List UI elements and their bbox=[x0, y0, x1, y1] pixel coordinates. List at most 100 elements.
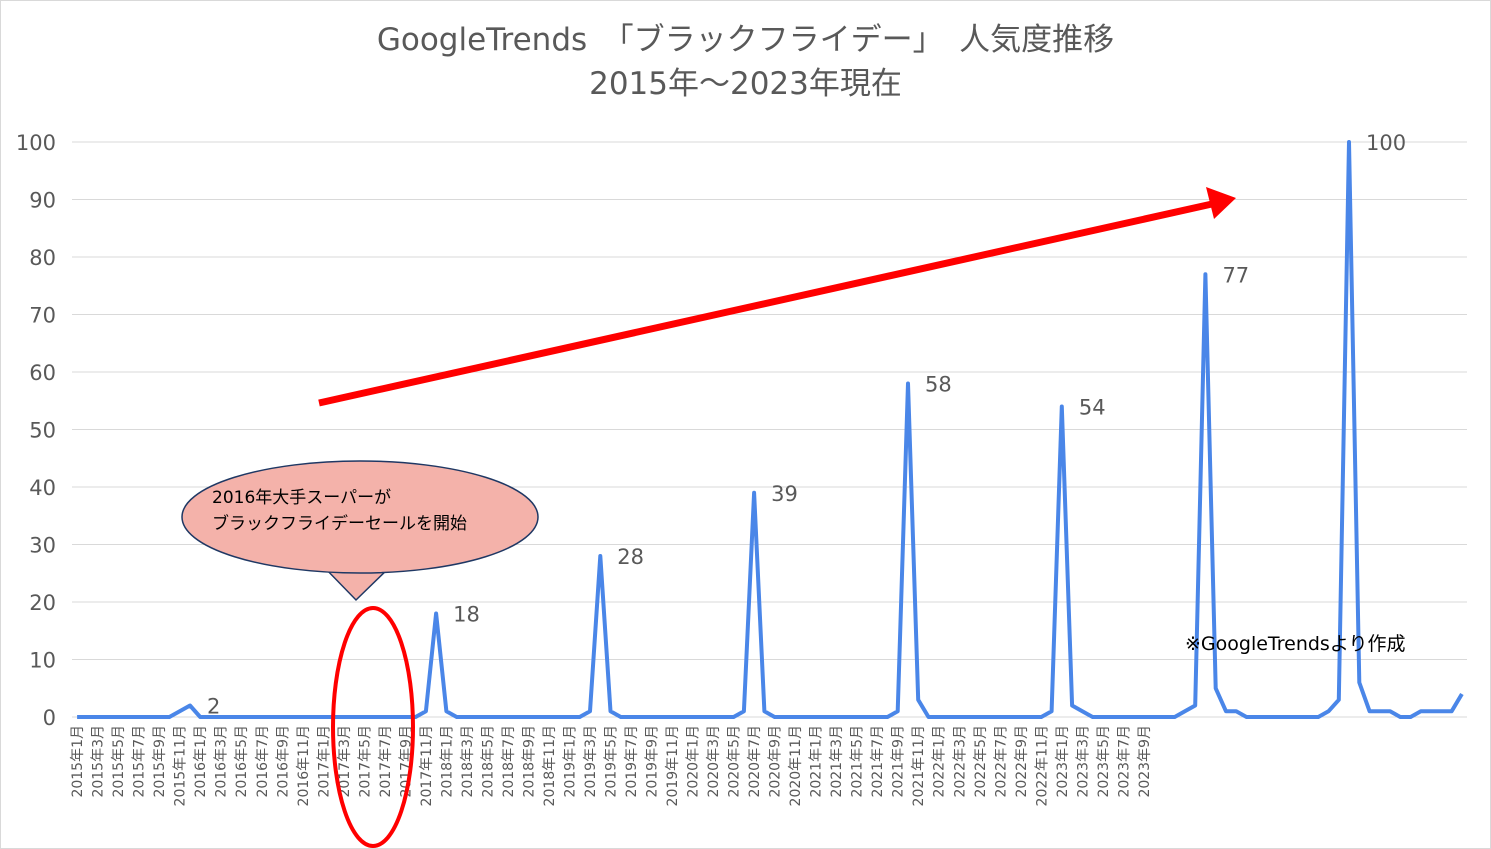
y-tick-label: 10 bbox=[29, 649, 56, 673]
data-label: 58 bbox=[925, 373, 952, 397]
data-point bbox=[270, 715, 274, 719]
data-point bbox=[1439, 709, 1443, 713]
series-line bbox=[77, 140, 1464, 719]
data-point bbox=[1091, 715, 1095, 719]
x-tick-label: 2016年3月 bbox=[214, 725, 230, 798]
data-point bbox=[1286, 715, 1290, 719]
data-point bbox=[793, 715, 797, 719]
data-point bbox=[198, 715, 202, 719]
data-point bbox=[362, 715, 366, 719]
data-label: 100 bbox=[1366, 131, 1406, 155]
x-tick-label: 2020年3月 bbox=[706, 725, 722, 798]
y-tick-label: 60 bbox=[29, 361, 56, 385]
x-tick-label: 2018年5月 bbox=[480, 725, 496, 798]
data-point bbox=[1193, 704, 1197, 708]
x-tick-label: 2020年5月 bbox=[727, 725, 743, 798]
data-point bbox=[1203, 272, 1207, 276]
data-point bbox=[280, 715, 284, 719]
data-point bbox=[578, 715, 582, 719]
x-tick-label: 2019年11月 bbox=[665, 725, 681, 806]
x-tick-label: 2021年11月 bbox=[911, 725, 927, 806]
data-point bbox=[250, 715, 254, 719]
data-point bbox=[1019, 715, 1023, 719]
data-point bbox=[137, 715, 141, 719]
y-tick-label: 20 bbox=[29, 591, 56, 615]
data-point bbox=[75, 715, 79, 719]
data-point bbox=[1214, 686, 1218, 690]
data-point bbox=[814, 715, 818, 719]
data-point bbox=[691, 715, 695, 719]
data-point bbox=[311, 715, 315, 719]
data-point bbox=[1316, 715, 1320, 719]
data-point bbox=[1039, 715, 1043, 719]
data-point bbox=[188, 704, 192, 708]
data-point bbox=[1111, 715, 1115, 719]
y-tick-label: 70 bbox=[29, 304, 56, 328]
data-label: 39 bbox=[771, 482, 798, 506]
data-point bbox=[157, 715, 161, 719]
x-tick-label: 2016年7月 bbox=[255, 725, 271, 798]
data-point bbox=[916, 698, 920, 702]
x-tick-label: 2018年1月 bbox=[439, 725, 455, 798]
data-point bbox=[998, 715, 1002, 719]
data-point bbox=[752, 491, 756, 495]
data-point bbox=[434, 612, 438, 616]
data-point bbox=[670, 715, 674, 719]
data-point bbox=[383, 715, 387, 719]
data-point bbox=[968, 715, 972, 719]
data-point bbox=[455, 715, 459, 719]
data-labels: 2 18 28 39 58 54 77 100 bbox=[207, 131, 1406, 719]
data-point bbox=[568, 715, 572, 719]
data-point bbox=[126, 715, 130, 719]
data-point bbox=[1060, 405, 1064, 409]
data-point bbox=[875, 715, 879, 719]
x-tick-label: 2020年1月 bbox=[686, 725, 702, 798]
data-point bbox=[516, 715, 520, 719]
y-tick-label: 0 bbox=[43, 706, 56, 730]
data-point bbox=[506, 715, 510, 719]
data-point bbox=[988, 715, 992, 719]
source-note: ※GoogleTrendsより作成 bbox=[1185, 633, 1405, 655]
gridlines bbox=[72, 141, 1467, 718]
data-point bbox=[239, 715, 243, 719]
data-point bbox=[773, 715, 777, 719]
x-tick-label: 2023年3月 bbox=[1075, 725, 1091, 798]
data-point bbox=[496, 715, 500, 719]
data-point bbox=[855, 715, 859, 719]
data-point bbox=[927, 715, 931, 719]
y-tick-label: 80 bbox=[29, 246, 56, 270]
x-axis-tick-labels: 2015年1月 2015年3月 2015年5月 2015年7月 2015年9月 2015年… bbox=[70, 725, 1153, 806]
x-tick-label: 2021年9月 bbox=[891, 725, 907, 798]
x-tick-label: 2018年9月 bbox=[521, 725, 537, 798]
data-point bbox=[1173, 715, 1177, 719]
data-point bbox=[1398, 715, 1402, 719]
x-tick-label: 2022年9月 bbox=[1014, 725, 1030, 798]
x-tick-label: 2016年5月 bbox=[234, 725, 250, 798]
data-point bbox=[1132, 715, 1136, 719]
x-tick-label: 2019年3月 bbox=[583, 725, 599, 798]
data-point bbox=[1101, 715, 1105, 719]
data-point bbox=[178, 709, 182, 713]
data-point bbox=[1296, 715, 1300, 719]
y-tick-label: 40 bbox=[29, 476, 56, 500]
y-axis-tick-labels: 0 10 20 30 40 50 60 70 80 90 100 bbox=[16, 131, 56, 730]
chart-title: GoogleTrends 「ブラックフライデー」 人気度推移 bbox=[376, 22, 1115, 58]
data-label: 18 bbox=[453, 603, 480, 627]
data-point bbox=[701, 715, 705, 719]
data-point bbox=[1121, 715, 1125, 719]
data-point bbox=[629, 715, 633, 719]
x-tick-label: 2017年7月 bbox=[378, 725, 394, 798]
y-tick-label: 100 bbox=[16, 131, 56, 155]
x-tick-label: 2022年3月 bbox=[952, 725, 968, 798]
x-tick-label: 2020年11月 bbox=[788, 725, 804, 806]
data-label: 2 bbox=[207, 695, 220, 719]
data-point bbox=[1234, 709, 1238, 713]
data-point bbox=[1388, 709, 1392, 713]
data-point bbox=[1450, 709, 1454, 713]
data-point bbox=[906, 382, 910, 386]
x-tick-label: 2015年5月 bbox=[111, 725, 127, 798]
data-point bbox=[424, 709, 428, 713]
data-point bbox=[557, 715, 561, 719]
chart-title-block: GoogleTrends 「ブラックフライデー」 人気度推移 2015年〜202… bbox=[0, 18, 1491, 106]
